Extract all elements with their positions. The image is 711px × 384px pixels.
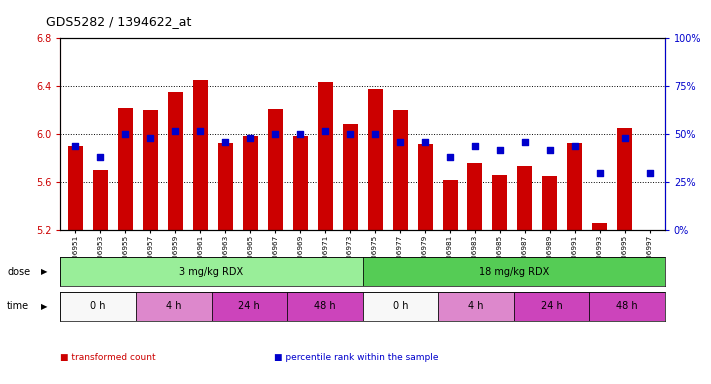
Point: [444, 154, 456, 161]
Point: [170, 127, 181, 134]
Text: 24 h: 24 h: [238, 301, 260, 311]
Point: [70, 143, 81, 149]
Bar: [318, 82, 333, 230]
Bar: [193, 80, 208, 230]
Bar: [287, 292, 363, 321]
Bar: [514, 292, 589, 321]
Text: dose: dose: [7, 266, 31, 277]
Point: [644, 170, 656, 176]
Bar: [493, 175, 508, 230]
Bar: [518, 166, 533, 230]
Point: [395, 139, 406, 145]
Text: 0 h: 0 h: [392, 301, 408, 311]
Text: 48 h: 48 h: [314, 301, 336, 311]
Bar: [60, 257, 363, 286]
Text: 3 mg/kg RDX: 3 mg/kg RDX: [179, 266, 244, 277]
Bar: [442, 180, 457, 230]
Bar: [468, 163, 483, 230]
Point: [594, 170, 606, 176]
Point: [195, 127, 206, 134]
Point: [95, 154, 106, 161]
Text: GDS5282 / 1394622_at: GDS5282 / 1394622_at: [46, 15, 191, 28]
Bar: [363, 257, 665, 286]
Point: [519, 139, 530, 145]
Text: 0 h: 0 h: [90, 301, 106, 311]
Bar: [168, 93, 183, 230]
Bar: [218, 143, 232, 230]
Bar: [592, 223, 607, 230]
Point: [494, 147, 506, 153]
Bar: [68, 146, 83, 230]
Point: [144, 135, 156, 141]
Text: 4 h: 4 h: [166, 301, 181, 311]
Bar: [60, 292, 136, 321]
Bar: [392, 111, 407, 230]
Bar: [143, 111, 158, 230]
Text: ▶: ▶: [41, 267, 47, 276]
Text: 48 h: 48 h: [616, 301, 638, 311]
Bar: [417, 144, 432, 230]
Point: [294, 131, 306, 137]
Point: [544, 147, 555, 153]
Point: [245, 135, 256, 141]
Point: [319, 127, 331, 134]
Bar: [212, 292, 287, 321]
Bar: [242, 136, 257, 230]
Point: [619, 135, 631, 141]
Point: [220, 139, 231, 145]
Point: [119, 131, 131, 137]
Bar: [567, 143, 582, 230]
Bar: [118, 108, 133, 230]
Point: [570, 143, 581, 149]
Bar: [268, 109, 283, 230]
Bar: [617, 128, 632, 230]
Point: [469, 143, 481, 149]
Point: [370, 131, 381, 137]
Point: [419, 139, 431, 145]
Bar: [363, 292, 438, 321]
Text: ■ percentile rank within the sample: ■ percentile rank within the sample: [274, 353, 438, 362]
Text: 24 h: 24 h: [540, 301, 562, 311]
Text: 4 h: 4 h: [468, 301, 483, 311]
Bar: [438, 292, 514, 321]
Bar: [589, 292, 665, 321]
Text: time: time: [7, 301, 29, 311]
Bar: [542, 176, 557, 230]
Text: ■ transformed count: ■ transformed count: [60, 353, 156, 362]
Point: [344, 131, 356, 137]
Point: [269, 131, 281, 137]
Text: 18 mg/kg RDX: 18 mg/kg RDX: [479, 266, 549, 277]
Bar: [136, 292, 212, 321]
Text: ▶: ▶: [41, 302, 47, 311]
Bar: [93, 170, 108, 230]
Bar: [343, 124, 358, 230]
Bar: [293, 136, 308, 230]
Bar: [368, 89, 383, 230]
